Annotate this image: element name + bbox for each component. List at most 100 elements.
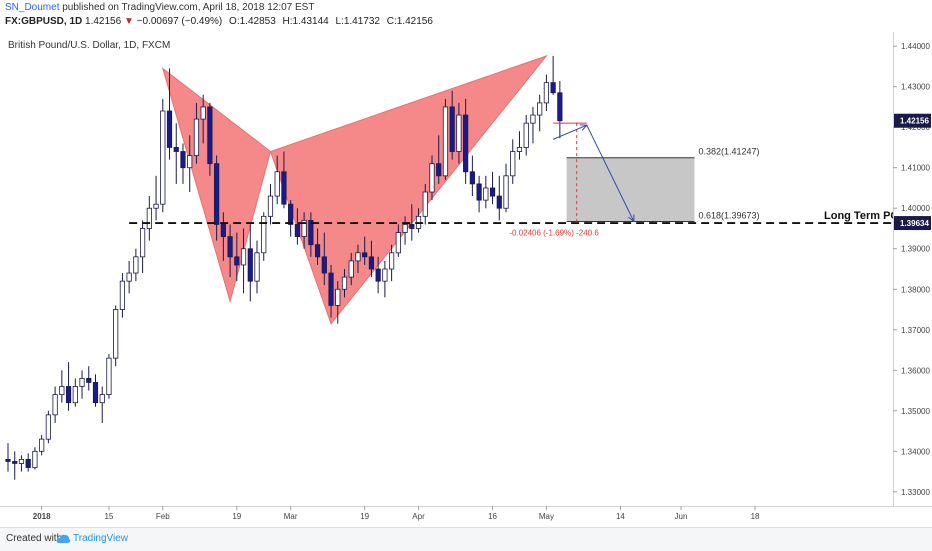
candle[interactable]: [86, 366, 92, 391]
candle[interactable]: [409, 204, 415, 241]
candle[interactable]: [537, 94, 543, 132]
candle[interactable]: [503, 163, 509, 213]
pattern-bcd-triangle[interactable]: [269, 54, 548, 325]
candle[interactable]: [133, 248, 139, 282]
candle[interactable]: [496, 175, 502, 221]
candle[interactable]: [281, 151, 287, 209]
candle[interactable]: [368, 240, 375, 278]
candle[interactable]: [153, 175, 159, 221]
time-tick-label: 16: [488, 512, 497, 521]
candle[interactable]: [557, 81, 563, 139]
candle[interactable]: [308, 212, 314, 257]
candle[interactable]: [45, 410, 51, 444]
candle-body-up: [382, 268, 388, 282]
candle[interactable]: [510, 139, 516, 184]
candle[interactable]: [335, 281, 341, 324]
candle-body-down: [214, 163, 220, 225]
candle[interactable]: [166, 68, 173, 160]
candle[interactable]: [314, 228, 321, 265]
candle[interactable]: [449, 90, 455, 160]
candle[interactable]: [227, 224, 233, 278]
candle[interactable]: [341, 269, 348, 298]
candle[interactable]: [207, 102, 213, 176]
candle[interactable]: [25, 453, 31, 472]
candle[interactable]: [476, 175, 482, 213]
candle-body-up: [335, 288, 341, 306]
candle[interactable]: [220, 212, 226, 261]
candle[interactable]: [119, 273, 126, 318]
candle[interactable]: [92, 374, 99, 407]
candle[interactable]: [234, 232, 240, 282]
candle[interactable]: [348, 252, 354, 286]
candle[interactable]: [126, 260, 132, 294]
candle[interactable]: [267, 183, 274, 225]
candle[interactable]: [72, 378, 78, 407]
candle[interactable]: [294, 208, 300, 245]
candle[interactable]: [422, 183, 428, 225]
author-link[interactable]: SN_Doumet: [5, 2, 60, 13]
candle[interactable]: [240, 228, 247, 294]
candle[interactable]: [193, 102, 200, 164]
candle[interactable]: [32, 447, 38, 470]
candle[interactable]: [429, 155, 435, 201]
candle[interactable]: [59, 370, 65, 403]
candle[interactable]: [530, 106, 536, 144]
candle[interactable]: [355, 244, 361, 274]
chart-frame[interactable]: British Pound/U.S. Dollar, 1D, FXCM 0.38…: [0, 32, 932, 526]
candle[interactable]: [389, 244, 395, 282]
chart-title: British Pound/U.S. Dollar, 1D, FXCM: [8, 40, 170, 51]
candle[interactable]: [146, 196, 152, 241]
candle[interactable]: [200, 94, 206, 144]
candle[interactable]: [214, 155, 220, 241]
candle[interactable]: [301, 212, 307, 249]
candle[interactable]: [523, 115, 529, 156]
candle[interactable]: [261, 212, 267, 261]
candle[interactable]: [52, 386, 58, 423]
candle[interactable]: [65, 362, 72, 411]
candle[interactable]: [375, 256, 381, 294]
candle[interactable]: [489, 171, 496, 205]
candle-body-down: [5, 459, 11, 462]
candle[interactable]: [160, 98, 166, 213]
chart-svg[interactable]: British Pound/U.S. Dollar, 1D, FXCM 0.38…: [0, 32, 932, 526]
candle-body-down: [314, 244, 321, 258]
candle-body-up: [456, 114, 462, 152]
candle[interactable]: [436, 135, 442, 184]
candle[interactable]: [180, 143, 186, 184]
candle[interactable]: [113, 305, 119, 367]
candle[interactable]: [463, 98, 469, 184]
candle[interactable]: [362, 236, 368, 265]
candle[interactable]: [382, 260, 388, 298]
candle-body-down: [328, 272, 334, 306]
candle[interactable]: [288, 200, 294, 237]
time-tick-label: 14: [616, 512, 625, 521]
candle[interactable]: [395, 224, 401, 257]
candle[interactable]: [456, 102, 462, 164]
candle[interactable]: [5, 443, 11, 472]
candle[interactable]: [106, 354, 112, 399]
candle[interactable]: [274, 155, 280, 205]
candle[interactable]: [139, 220, 146, 274]
candle[interactable]: [550, 55, 556, 95]
fib-target-box[interactable]: [566, 157, 695, 222]
candle[interactable]: [187, 135, 193, 193]
candle[interactable]: [173, 123, 179, 184]
candle[interactable]: [99, 386, 105, 423]
candle[interactable]: [254, 240, 260, 294]
candle[interactable]: [79, 370, 85, 399]
candle[interactable]: [321, 232, 327, 286]
candle[interactable]: [469, 155, 475, 197]
time-tick-label: 19: [232, 512, 241, 521]
candle[interactable]: [483, 175, 489, 209]
candle-body-up: [389, 252, 395, 270]
candle[interactable]: [39, 435, 45, 456]
candle[interactable]: [328, 264, 334, 318]
tradingview-brand-link[interactable]: TradingView: [73, 533, 129, 544]
candle[interactable]: [247, 224, 253, 302]
candle[interactable]: [442, 98, 449, 180]
candle[interactable]: [516, 131, 523, 160]
candle[interactable]: [543, 74, 550, 111]
candle[interactable]: [12, 451, 18, 480]
candle[interactable]: [402, 216, 408, 245]
candle[interactable]: [18, 455, 25, 472]
